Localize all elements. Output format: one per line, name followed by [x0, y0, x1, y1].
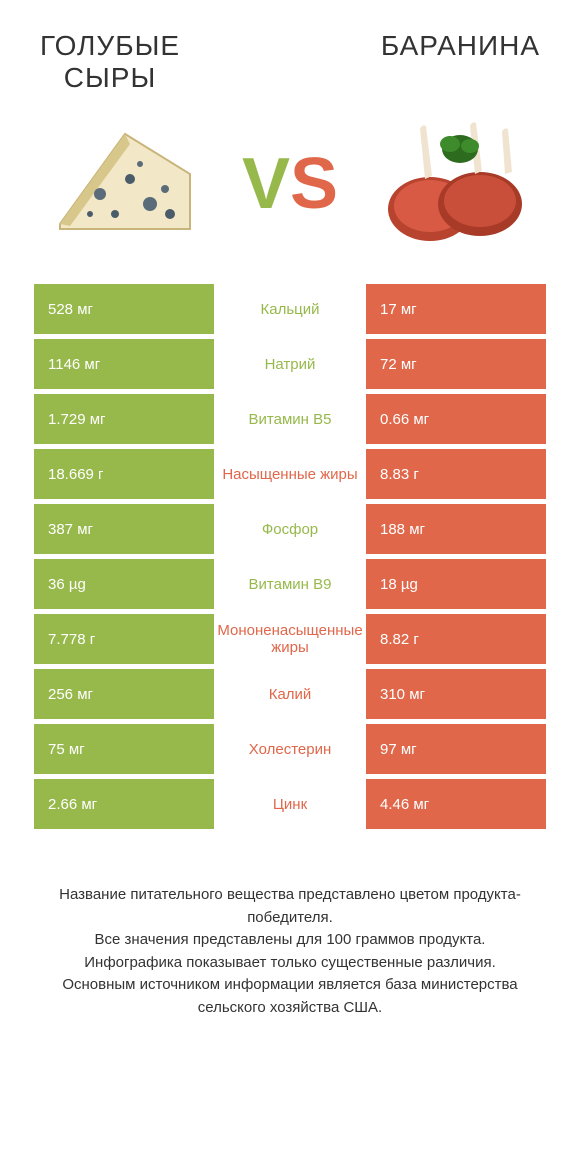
footer-line: Название питательного вещества представл…	[30, 884, 550, 929]
left-value-cell: 2.66 мг	[34, 779, 214, 829]
table-row: 2.66 мгЦинк4.46 мг	[34, 779, 546, 829]
table-row: 256 мгКалий310 мг	[34, 669, 546, 719]
table-row: 528 мгКальций17 мг	[34, 284, 546, 334]
left-value-cell: 256 мг	[34, 669, 214, 719]
nutrient-label: Мононенасыщенные жиры	[214, 614, 366, 664]
left-value-cell: 7.778 г	[34, 614, 214, 664]
left-value-cell: 75 мг	[34, 724, 214, 774]
right-value-cell: 0.66 мг	[366, 394, 546, 444]
right-food-image	[370, 114, 540, 254]
nutrient-label: Витамин B5	[214, 394, 366, 444]
nutrient-label: Натрий	[214, 339, 366, 389]
right-value-cell: 188 мг	[366, 504, 546, 554]
footer: Название питательного вещества представл…	[0, 834, 580, 1019]
left-value-cell: 1.729 мг	[34, 394, 214, 444]
nutrient-label: Холестерин	[214, 724, 366, 774]
nutrient-label: Кальций	[214, 284, 366, 334]
left-value-cell: 1146 мг	[34, 339, 214, 389]
table-row: 387 мгФосфор188 мг	[34, 504, 546, 554]
left-value-cell: 18.669 г	[34, 449, 214, 499]
right-value-cell: 18 µg	[366, 559, 546, 609]
table-row: 1.729 мгВитамин B50.66 мг	[34, 394, 546, 444]
vs-v: V	[242, 143, 290, 225]
table-row: 1146 мгНатрий72 мг	[34, 339, 546, 389]
table-row: 18.669 гНасыщенные жиры8.83 г	[34, 449, 546, 499]
vs-s: S	[290, 143, 338, 225]
header: ГОЛУБЫЕСЫРЫ БАРАНИНА	[0, 0, 580, 104]
right-value-cell: 72 мг	[366, 339, 546, 389]
comparison-table: 528 мгКальций17 мг1146 мгНатрий72 мг1.72…	[0, 284, 580, 829]
vs-label: VS	[242, 143, 338, 225]
nutrient-label: Фосфор	[214, 504, 366, 554]
right-title: БАРАНИНА	[381, 30, 540, 94]
left-food-image	[40, 114, 210, 254]
footer-line: Инфографика показывает только существенн…	[30, 952, 550, 975]
nutrient-label: Калий	[214, 669, 366, 719]
nutrient-label: Витамин B9	[214, 559, 366, 609]
footer-line: Все значения представлены для 100 граммо…	[30, 929, 550, 952]
right-value-cell: 97 мг	[366, 724, 546, 774]
nutrient-label: Цинк	[214, 779, 366, 829]
table-row: 36 µgВитамин B918 µg	[34, 559, 546, 609]
table-row: 7.778 гМононенасыщенные жиры8.82 г	[34, 614, 546, 664]
images-row: VS	[0, 104, 580, 284]
left-value-cell: 528 мг	[34, 284, 214, 334]
left-value-cell: 387 мг	[34, 504, 214, 554]
right-value-cell: 8.82 г	[366, 614, 546, 664]
right-value-cell: 17 мг	[366, 284, 546, 334]
right-value-cell: 4.46 мг	[366, 779, 546, 829]
right-value-cell: 8.83 г	[366, 449, 546, 499]
right-value-cell: 310 мг	[366, 669, 546, 719]
left-value-cell: 36 µg	[34, 559, 214, 609]
table-row: 75 мгХолестерин97 мг	[34, 724, 546, 774]
left-title: ГОЛУБЫЕСЫРЫ	[40, 30, 180, 94]
footer-line: Основным источником информации является …	[30, 974, 550, 1019]
nutrient-label: Насыщенные жиры	[214, 449, 366, 499]
